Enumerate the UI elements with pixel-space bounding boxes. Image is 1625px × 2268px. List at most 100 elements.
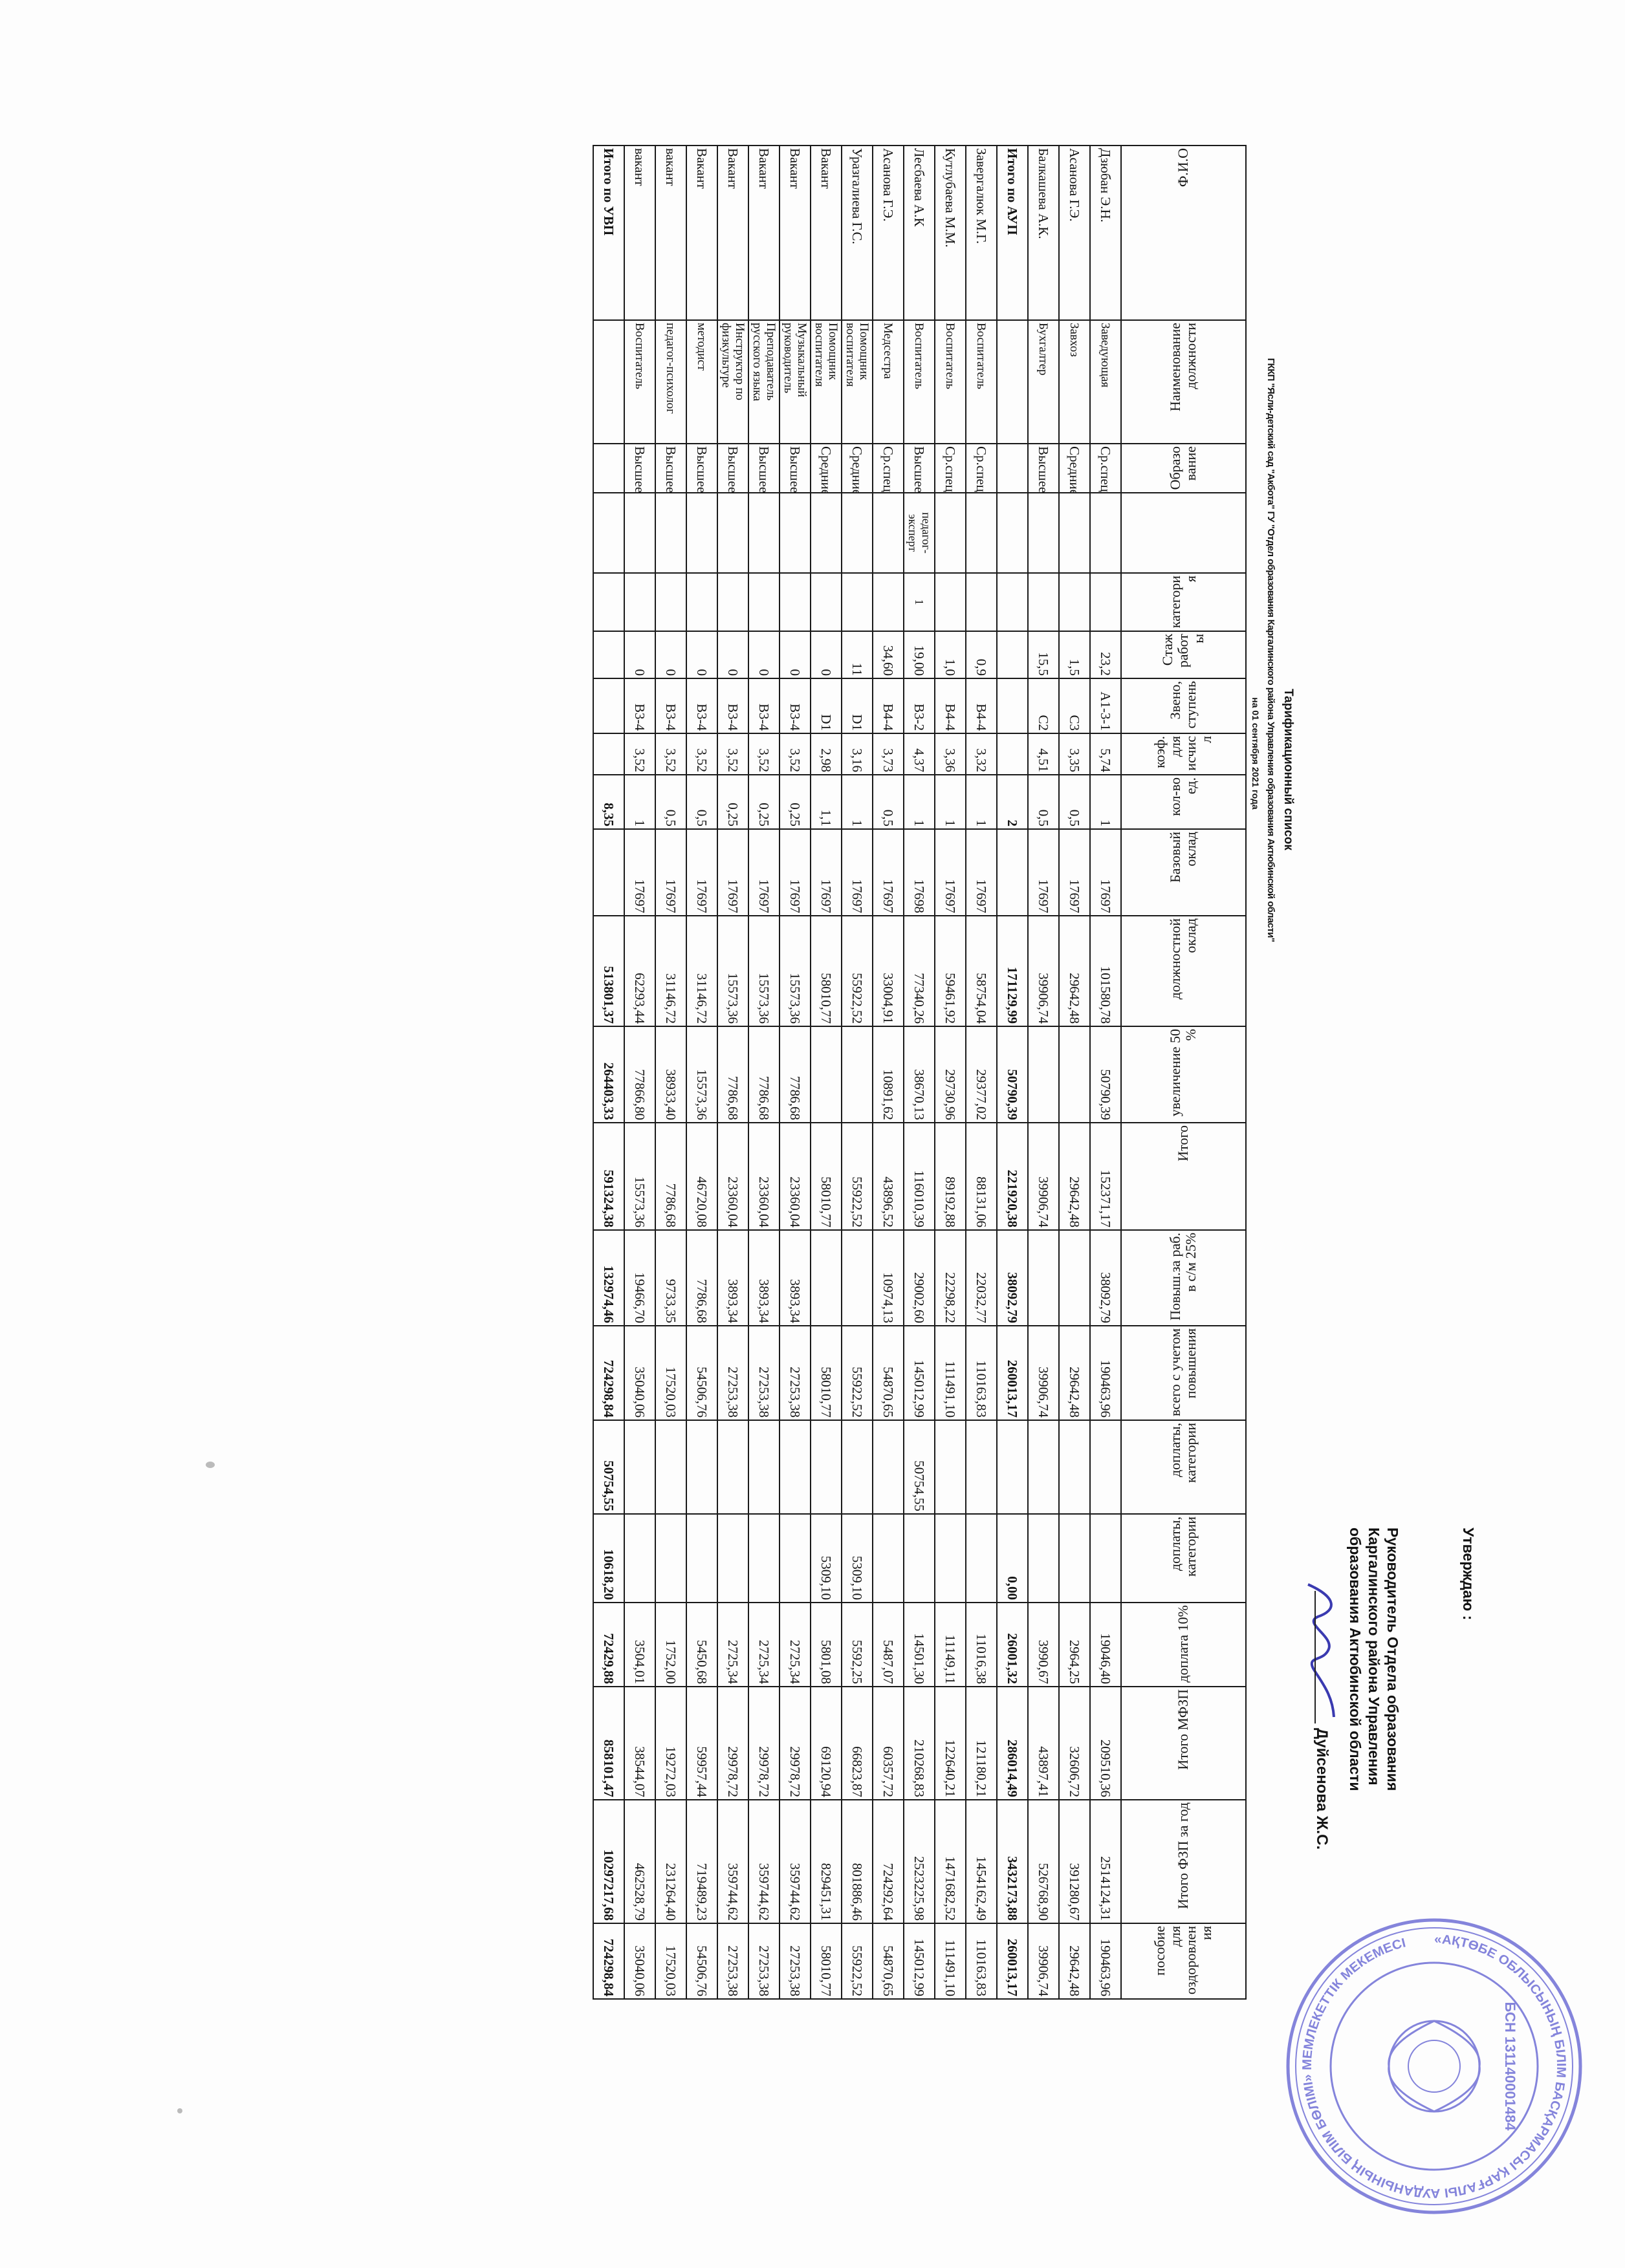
cell-rural-bonus-25 [1059,1230,1090,1326]
cell-monthly-payroll: 66823,87 [842,1687,873,1800]
cell-category-allowance-2 [904,1514,935,1603]
cell-units: 0,5 [873,775,904,829]
cell-increase-50 [842,1026,873,1123]
cell-education: Ср.спец [1090,444,1121,493]
cell-subtotal: 23360,04 [717,1123,748,1230]
cell-units: 8,35 [593,775,624,829]
cell-annual-payroll: 231264,40 [655,1800,686,1923]
cell-units: 1 [935,775,966,829]
cell-coefficient: 4,37 [904,733,935,775]
cell-fio: Вакант [811,146,842,320]
cell-extra-category [593,493,624,573]
cell-health-allowance: 724298,84 [593,1923,624,1999]
cell-position: Воспитатель [935,320,966,444]
cell-official-salary: 29642,48 [1059,916,1090,1026]
cell-monthly-payroll: 59957,44 [686,1687,717,1800]
cell-subtotal: 46720,08 [686,1123,717,1230]
table-row: Балкашева А.К. Бухгалтер Высшее 15,5 С2 4,51 0… [1028,146,1059,1999]
cell-subtotal: 116010,39 [904,1123,935,1230]
scan-speck [206,1462,215,1468]
table-row: Лесбаева А.К Воспитатель Высшее педагог-экс… [904,146,935,1999]
cell-base-salary [593,829,624,916]
cell-subtotal: 221920,38 [997,1123,1028,1230]
header-label: Стаж работы [1159,634,1207,668]
cell-category-allowance-1 [997,1420,1028,1514]
cell-base-salary: 17697 [780,829,811,916]
cell-total-with-increase: 260013,17 [997,1326,1028,1420]
cell-health-allowance: 54506,76 [686,1923,717,1999]
cell-coefficient: 2,98 [811,733,842,775]
header-annual-payroll: Итого ФЗП за год [1121,1800,1246,1923]
approval-position-line: образования Актюбинской области [1347,1528,1364,1791]
cell-bonus-10: 5801,08 [811,1603,842,1687]
cell-health-allowance: 27253,38 [748,1923,780,1999]
cell-rural-bonus-25: 10974,13 [873,1230,904,1326]
cell-units: 0,25 [780,775,811,829]
cell-official-salary: 513801,37 [593,916,624,1026]
header-increase-50: увеличение 50 % [1121,1026,1246,1123]
cell-category-allowance-2: 0,00 [997,1514,1028,1603]
table-row: Кутлубаева М.М. Воспитатель Ср.спец 1,0 В4-4… [935,146,966,1999]
cell-increase-50: 77866,80 [624,1026,655,1123]
cell-health-allowance: 110163,83 [966,1923,997,1999]
cell-position: Медсестра [873,320,904,444]
cell-bonus-10: 72429,88 [593,1603,624,1687]
cell-coefficient: 3,32 [966,733,997,775]
cell-subtotal: 55922,52 [842,1123,873,1230]
header-label: доплаты, категории [1167,1517,1199,1577]
signature-icon [1307,1583,1335,1718]
cell-coefficient: 3,16 [842,733,873,775]
header-label: пособие для оздоровления [1151,1926,1215,1995]
cell-health-allowance: 58010,77 [811,1923,842,1999]
cell-base-salary: 17697 [717,829,748,916]
cell-position: Воспитатель [966,320,997,444]
cell-base-salary: 17697 [686,829,717,916]
table-row: Уразгалиева Г.С. Помощник воспитателя Сред… [842,146,873,1999]
cell-total-with-increase: 110163,83 [966,1326,997,1420]
cell-subtotal: 29642,48 [1059,1123,1090,1230]
cell-extra-category [780,493,811,573]
cell-base-salary: 17697 [966,829,997,916]
cell-bonus-10: 2725,34 [717,1603,748,1687]
cell-category: 1 [904,573,935,631]
cell-increase-50: 29730,96 [935,1026,966,1123]
cell-units: 0,25 [748,775,780,829]
header-fio: Ф.И.О [1121,146,1246,320]
header-experience: Стаж работы [1121,631,1246,678]
cell-position: методист [686,320,717,444]
cell-category-allowance-2: 10618,20 [593,1514,624,1603]
cell-official-salary: 31146,72 [686,916,717,1026]
cell-extra-category [624,493,655,573]
cell-category-allowance-2 [1059,1514,1090,1603]
cell-category-allowance-2 [717,1514,748,1603]
cell-annual-payroll: 2523225,98 [904,1800,935,1923]
cell-annual-payroll: 359744,62 [717,1800,748,1923]
cell-base-salary: 17697 [873,829,904,916]
cell-position: Преподаватель русского языка [748,320,780,444]
cell-annual-payroll: 829451,31 [811,1800,842,1923]
cell-subtotal: 152371,17 [1090,1123,1121,1230]
cell-coefficient: 3,52 [780,733,811,775]
cell-base-salary: 17697 [811,829,842,916]
cell-category-allowance-1 [780,1420,811,1514]
table-row: Вакант Инструктор по физкультуре Высшее 0 В3… [717,146,748,1999]
cell-health-allowance: 27253,38 [780,1923,811,1999]
header-grade: Звено, ступень [1121,678,1246,733]
cell-base-salary: 17697 [1059,829,1090,916]
header-label: Образование [1167,446,1199,490]
cell-total-with-increase: 27253,38 [780,1326,811,1420]
cell-total-with-increase: 17520,03 [655,1326,686,1420]
cell-coefficient: 3,35 [1059,733,1090,775]
header-official-salary: должностной оклад [1121,916,1246,1026]
header-category-allowance-1: доплаты, категории [1121,1420,1246,1514]
cell-category-allowance-1 [966,1420,997,1514]
cell-rural-bonus-25 [811,1230,842,1326]
cell-health-allowance: 17520,03 [655,1923,686,1999]
cell-health-allowance: 145012,99 [904,1923,935,1999]
cell-category-allowance-1 [873,1420,904,1514]
cell-increase-50 [1059,1026,1090,1123]
cell-official-salary: 59461,92 [935,916,966,1026]
cell-monthly-payroll: 209510,36 [1090,1687,1121,1800]
cell-education [997,444,1028,493]
cell-extra-category [935,493,966,573]
